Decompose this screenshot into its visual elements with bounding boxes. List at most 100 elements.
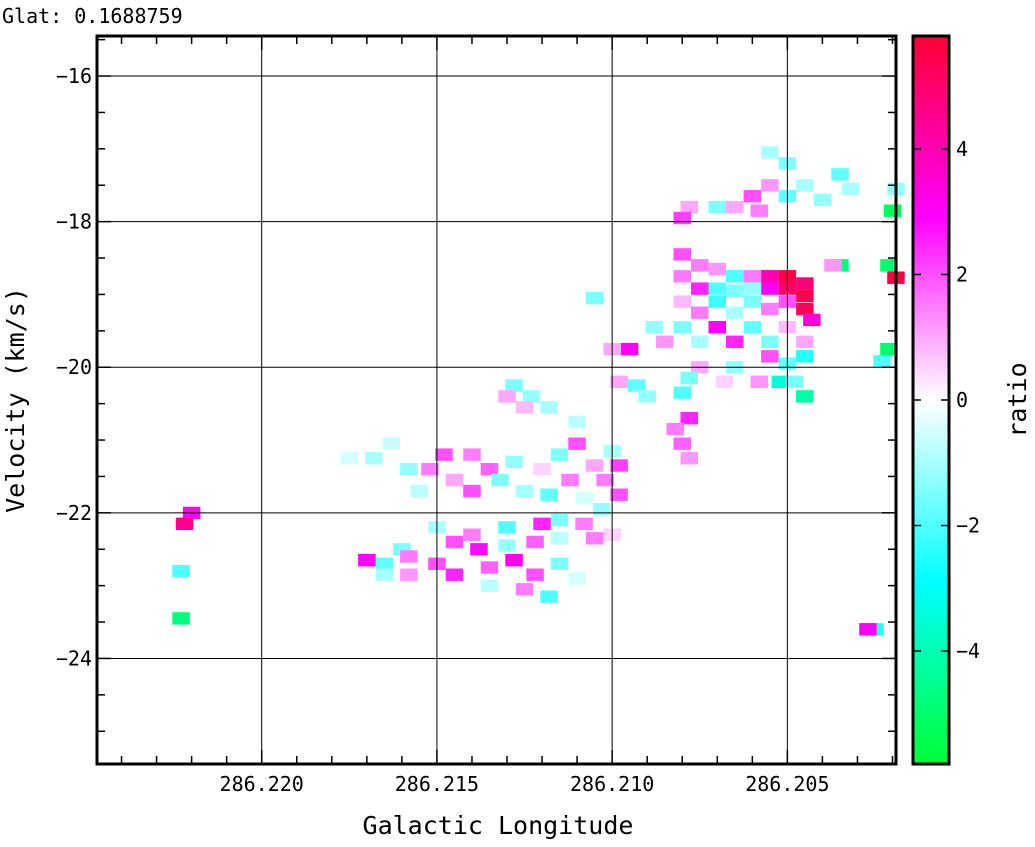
- x-tick-labels: 286.220 286.215 286.210 286.205: [220, 772, 830, 796]
- heatmap-cell: [796, 350, 814, 363]
- heatmap-cell: [585, 532, 604, 545]
- heatmap-cell: [743, 321, 762, 334]
- heatmap-cell: [813, 193, 832, 206]
- heatmap-cell: [796, 277, 814, 290]
- heatmap-cell: [761, 350, 779, 363]
- heatmap-cell: [796, 179, 814, 192]
- heatmap-cell: [400, 463, 418, 476]
- y-tick-label: −16: [56, 64, 92, 88]
- heatmap-cell: [445, 473, 464, 487]
- y-tick-label: −24: [56, 646, 92, 670]
- x-tick-label: 286.205: [745, 772, 829, 796]
- heatmap-cell: [585, 459, 604, 472]
- heatmap-cell: [691, 282, 709, 295]
- heatmap-cell: [375, 568, 394, 581]
- heatmap-cell: [610, 459, 628, 472]
- heatmap-cell: [708, 321, 726, 334]
- heatmap-cell: [673, 386, 691, 399]
- heatmap-cell: [726, 335, 744, 348]
- heatmap-cell: [666, 422, 684, 436]
- heatmap-cell: [505, 455, 523, 469]
- heatmap-cell: [358, 554, 376, 567]
- x-tick-label: 286.215: [395, 772, 479, 796]
- heatmap-cell: [761, 335, 779, 348]
- heatmap-cell: [540, 590, 558, 603]
- heatmap-cell: [480, 561, 499, 574]
- heatmap-cell: [708, 262, 726, 276]
- heatmap-cell: [831, 168, 849, 181]
- heatmap-cell: [761, 270, 779, 283]
- heatmap-cell: [627, 379, 646, 392]
- x-axis-label: Galactic Longitude: [363, 811, 634, 840]
- heatmap-cell: [708, 295, 726, 308]
- y-tick-label: −18: [56, 210, 92, 234]
- colorbar-tick-label: −4: [956, 639, 980, 663]
- heatmap-cell: [761, 302, 779, 316]
- heatmap-cell: [498, 521, 516, 534]
- heatmap-cell: [620, 342, 639, 356]
- heatmap-cell: [568, 437, 586, 450]
- heatmap-cell: [463, 484, 481, 498]
- heatmap-cell: [526, 568, 544, 581]
- heatmap-cell: [743, 295, 762, 308]
- colorbar-tick-label: 4: [956, 137, 968, 161]
- heatmap-cell: [435, 448, 453, 461]
- heatmap-cell: [365, 452, 383, 465]
- colorbar-tick-label: −2: [956, 514, 980, 538]
- heatmap-cell: [841, 182, 860, 196]
- heatmap-cell: [708, 282, 726, 295]
- heatmap-cell: [803, 313, 821, 327]
- y-tick-labels: −24 −22 −20 −18 −16: [56, 64, 92, 670]
- heatmap-cell: [880, 342, 898, 356]
- colorbar-frame: [911, 34, 951, 766]
- heatmap-cell: [522, 390, 541, 403]
- colorbar-ticks: −4 −2 0 2 4: [913, 137, 980, 663]
- heatmap-cell: [533, 517, 551, 530]
- heatmap-cell: [382, 437, 401, 450]
- heatmap-cell: [561, 473, 579, 487]
- heatmap-cell: [515, 484, 534, 498]
- heatmap-cell: [610, 488, 628, 501]
- heatmap-cells: [172, 146, 905, 636]
- heatmap-cell: [708, 200, 726, 214]
- heatmap-cell: [824, 259, 842, 272]
- heatmap-cell: [498, 539, 516, 552]
- heatmap-cell: [540, 401, 558, 414]
- heatmap-cell: [680, 452, 698, 465]
- heatmap-cell: [470, 543, 488, 556]
- heatmap-cell: [445, 568, 464, 581]
- heatmap-cell: [533, 463, 551, 476]
- colorbar-tick-label: 2: [956, 262, 968, 286]
- y-tick-label: −20: [56, 355, 92, 379]
- heatmap-cell: [575, 492, 593, 505]
- heatmap-cell: [726, 270, 744, 283]
- heatmap-cell: [673, 211, 691, 225]
- heatmap-cell: [550, 448, 569, 461]
- heatmap-cell: [498, 390, 516, 403]
- glat-label: Glat: 0.1688759: [2, 4, 183, 28]
- axis-ticks: [97, 36, 896, 764]
- heatmap-cell: [691, 306, 709, 319]
- heatmap-cell: [880, 259, 898, 272]
- heatmap-cell: [750, 375, 769, 388]
- heatmap-cell: [463, 448, 481, 461]
- y-tick-label: −22: [56, 501, 92, 525]
- heatmap-cell: [463, 528, 481, 541]
- heatmap-cell: [796, 335, 814, 348]
- heatmap-cell: [743, 190, 762, 203]
- heatmap-cell: [750, 204, 769, 217]
- heatmap-cell: [585, 291, 604, 305]
- heatmap-cell: [743, 270, 762, 283]
- heatmap-cell: [610, 375, 628, 388]
- heatmap-cell: [883, 204, 902, 217]
- heatmap-cell: [761, 179, 779, 192]
- heatmap-cell: [680, 372, 698, 385]
- heatmap-cell: [175, 517, 194, 530]
- heatmap-cell: [592, 503, 611, 516]
- heatmap-cell: [400, 550, 418, 563]
- heatmap-cell: [400, 568, 418, 581]
- heatmap-cell: [715, 375, 733, 388]
- heatmap-cell: [568, 572, 586, 585]
- heatmap-cell: [540, 488, 558, 501]
